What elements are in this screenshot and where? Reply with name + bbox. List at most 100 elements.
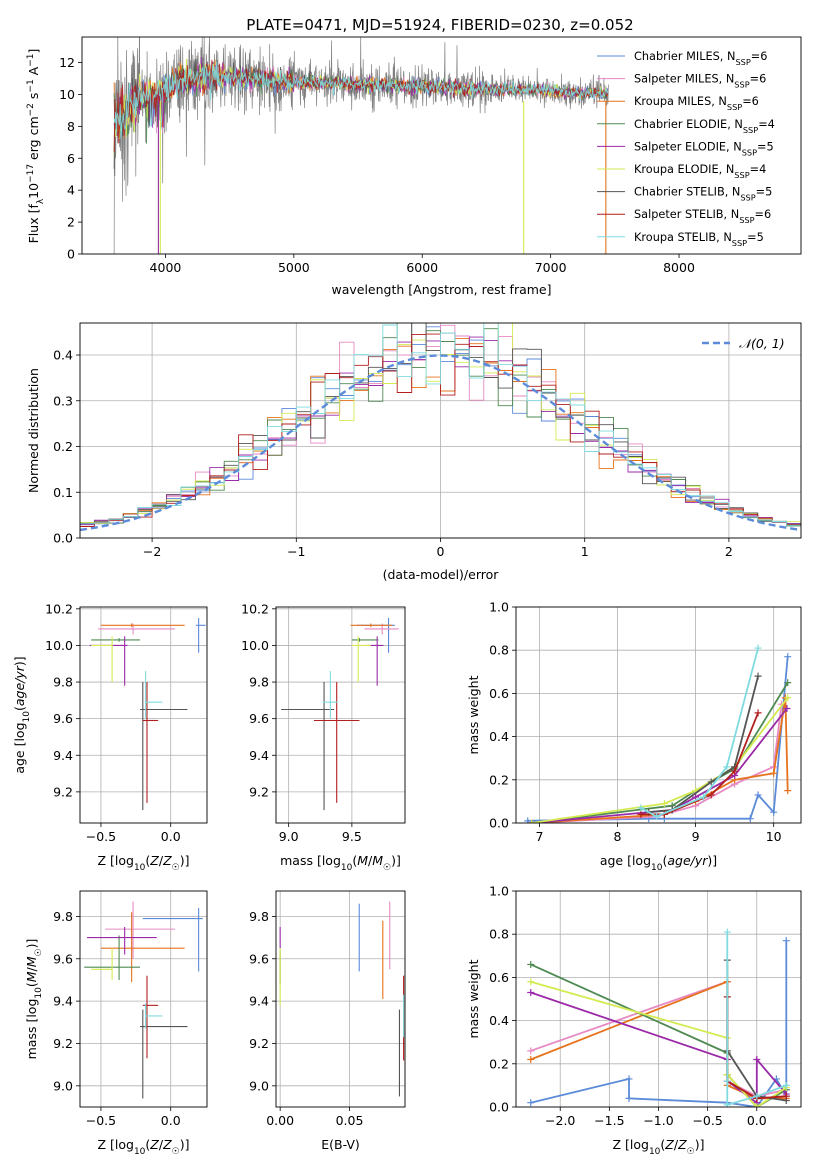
series-marker-salpeter-stelib <box>707 791 715 799</box>
axis-ticks: 0.00 0.05 9.0 9.2 9.4 9.6 9.8 <box>249 909 363 1128</box>
errorbar-salpeter-stelib <box>313 682 360 803</box>
y-tick-label: 9.4 <box>249 748 269 763</box>
mass-vs-metallicity-plot-area <box>84 901 203 1099</box>
grid-lines <box>80 607 207 823</box>
spectrum-panel: 4000 5000 6000 7000 8000 0 2 4 6 8 10 12 Chabrier MI… <box>26 36 802 297</box>
legend-label-chabrier-elodie: Chabrier ELODIE, NSSP=4 <box>634 118 775 135</box>
legend-label-kroupa-stelib: Kroupa STELIB, NSSP=5 <box>634 231 764 248</box>
series-marker-kroupa-stelib <box>782 1081 790 1089</box>
legend-label-kroupa-miles: Kroupa MILES, NSSP=6 <box>634 95 759 112</box>
observed-spectrum-line <box>113 37 609 254</box>
errorbar-salpeter-elodie <box>367 636 384 686</box>
y-tick-label: 12 <box>59 55 75 70</box>
series-marker-kroupa-stelib <box>723 1077 731 1085</box>
age-vs-metallicity-y-axis-label: age [log10(age/yr)] <box>12 656 32 773</box>
y-tick-label: 4 <box>67 183 75 198</box>
grid-lines <box>516 890 801 1108</box>
figure-title: PLATE=0471, MJD=51924, FIBERID=0230, z=0… <box>246 16 633 34</box>
errorbar-chabrier-miles <box>356 617 395 653</box>
x-tick-label: 0.05 <box>336 1113 364 1128</box>
y-tick-label: 0 <box>67 247 75 262</box>
series-marker-kroupa-stelib <box>754 644 762 652</box>
legend-label-salpeter-miles: Salpeter MILES, NSSP=6 <box>634 73 766 90</box>
series-marker-salpeter-stelib <box>754 709 762 717</box>
series-marker-chabrier-miles <box>770 808 778 816</box>
mass-vs-metallicity-x-axis-label: Z [log10(Z/Z☉)] <box>97 1137 189 1157</box>
y-tick-label: 0.0 <box>489 816 509 831</box>
y-tick-label: 10 <box>59 87 75 102</box>
series-marker-kroupa-stelib <box>723 763 731 771</box>
axis-ticks: 9.0 9.5 9.2 9.4 9.6 9.8 10.0 10.2 <box>241 601 362 844</box>
errorbar-kroupa-stelib <box>145 671 163 719</box>
axes-frame <box>515 606 802 824</box>
mass-vs-extinction-x-axis-label: E(B-V) <box>321 1137 360 1152</box>
series-marker-chabrier-miles <box>527 1099 535 1107</box>
mass-weight-vs-age-x-axis-label: age [log10(age/yr)] <box>600 853 717 873</box>
y-tick-label: 9.4 <box>53 994 73 1009</box>
x-tick-label: 9 <box>692 829 700 844</box>
mass-weight-vs-metallicity-panel: −2.0 −1.5 −1.0 −0.5 0.0 0.0 0.2 0.4 0.6 0.8 1.0 Z [… <box>466 884 802 1157</box>
spectrum-plot-area <box>113 37 609 254</box>
y-tick-label: 0.8 <box>489 643 509 658</box>
errorbar-salpeter-elodie <box>89 636 128 686</box>
series-marker-kroupa-elodie <box>660 800 668 808</box>
y-tick-label: 9.2 <box>53 784 73 799</box>
series-marker-kroupa-stelib <box>699 793 707 801</box>
axes-frame <box>515 890 802 1108</box>
x-tick-label: 5000 <box>278 260 310 275</box>
series-marker-chabrier-miles <box>524 817 532 823</box>
x-tick-label: 0 <box>437 544 445 559</box>
x-tick-label: 2 <box>725 544 733 559</box>
y-tick-label: 10.0 <box>45 638 73 653</box>
normal-reference-curve <box>80 354 801 532</box>
series-salpeter-elodie <box>528 705 791 823</box>
y-tick-label: 9.8 <box>53 675 73 690</box>
series-marker-kroupa-miles <box>527 1055 535 1063</box>
y-tick-label: 0.0 <box>53 531 73 546</box>
series-line-salpeter-elodie <box>531 707 788 823</box>
y-tick-label: 6 <box>67 151 75 166</box>
x-tick-label: 10 <box>766 829 782 844</box>
series-marker-salpeter-elodie <box>753 1055 761 1063</box>
legend-label-chabrier-stelib: Chabrier STELIB, NSSP=5 <box>634 186 772 203</box>
x-tick-label: 7 <box>535 829 543 844</box>
y-tick-label: 9.8 <box>249 675 269 690</box>
histogram-x-axis-label: (data-model)/error <box>383 567 500 582</box>
y-tick-label: 9.0 <box>249 1078 269 1093</box>
series-marker-kroupa-elodie <box>527 978 535 986</box>
legend-label-salpeter-stelib: Salpeter STELIB, NSSP=6 <box>634 208 771 225</box>
series-line-salpeter-miles <box>531 704 783 823</box>
series-marker-kroupa-stelib <box>753 1092 761 1100</box>
grid-lines <box>80 891 207 1107</box>
x-tick-label: 8 <box>614 829 622 844</box>
x-tick-label: 6000 <box>406 260 438 275</box>
y-tick-label: 0.6 <box>489 686 509 701</box>
mass-weight-vs-age-plot-area <box>524 644 792 823</box>
errorbar-chabrier-miles <box>142 907 203 972</box>
y-tick-label: 0.3 <box>53 393 73 408</box>
age-vs-mass-plot-area <box>281 617 399 811</box>
errorbar-chabrier-stelib <box>140 1009 188 1099</box>
y-tick-label: 9.2 <box>249 1036 269 1051</box>
y-tick-label: 0.1 <box>53 485 73 500</box>
spectrum-x-axis-label: wavelength [Angstrom, rest frame] <box>331 282 551 297</box>
errorbar-kroupa-elodie <box>351 636 371 683</box>
mass-vs-metallicity-y-axis-label: mass [log10(M/M☉)] <box>24 939 44 1060</box>
series-marker-kroupa-stelib <box>723 928 731 936</box>
mass-weight-vs-age-panel: 7 8 9 10 0.0 0.2 0.4 0.6 0.8 1.0 age [log10(age/yr… <box>466 600 802 873</box>
model-spectrum-kroupa-stelib <box>113 61 609 139</box>
axis-ticks: −2.0 −1.5 −1.0 −0.5 0.0 0.0 0.2 0.4 0.6 0.8 1.0 <box>489 884 767 1129</box>
series-marker-chabrier-miles <box>784 653 792 661</box>
x-tick-label: 0.00 <box>266 1113 294 1128</box>
y-tick-label: 10.2 <box>45 601 73 616</box>
y-tick-label: 0.0 <box>489 1100 509 1115</box>
axes-frame <box>275 606 406 824</box>
errorbar-kroupa-elodie <box>91 636 113 683</box>
histogram-steps-kroupa-stelib <box>80 323 801 530</box>
x-tick-label: 1 <box>581 544 589 559</box>
y-tick-label: 9.4 <box>53 748 73 763</box>
age-vs-metallicity-plot-area <box>89 617 206 811</box>
axes-frame <box>79 322 802 539</box>
y-tick-label: 0.2 <box>489 1056 509 1071</box>
series-marker-salpeter-stelib <box>731 767 739 775</box>
